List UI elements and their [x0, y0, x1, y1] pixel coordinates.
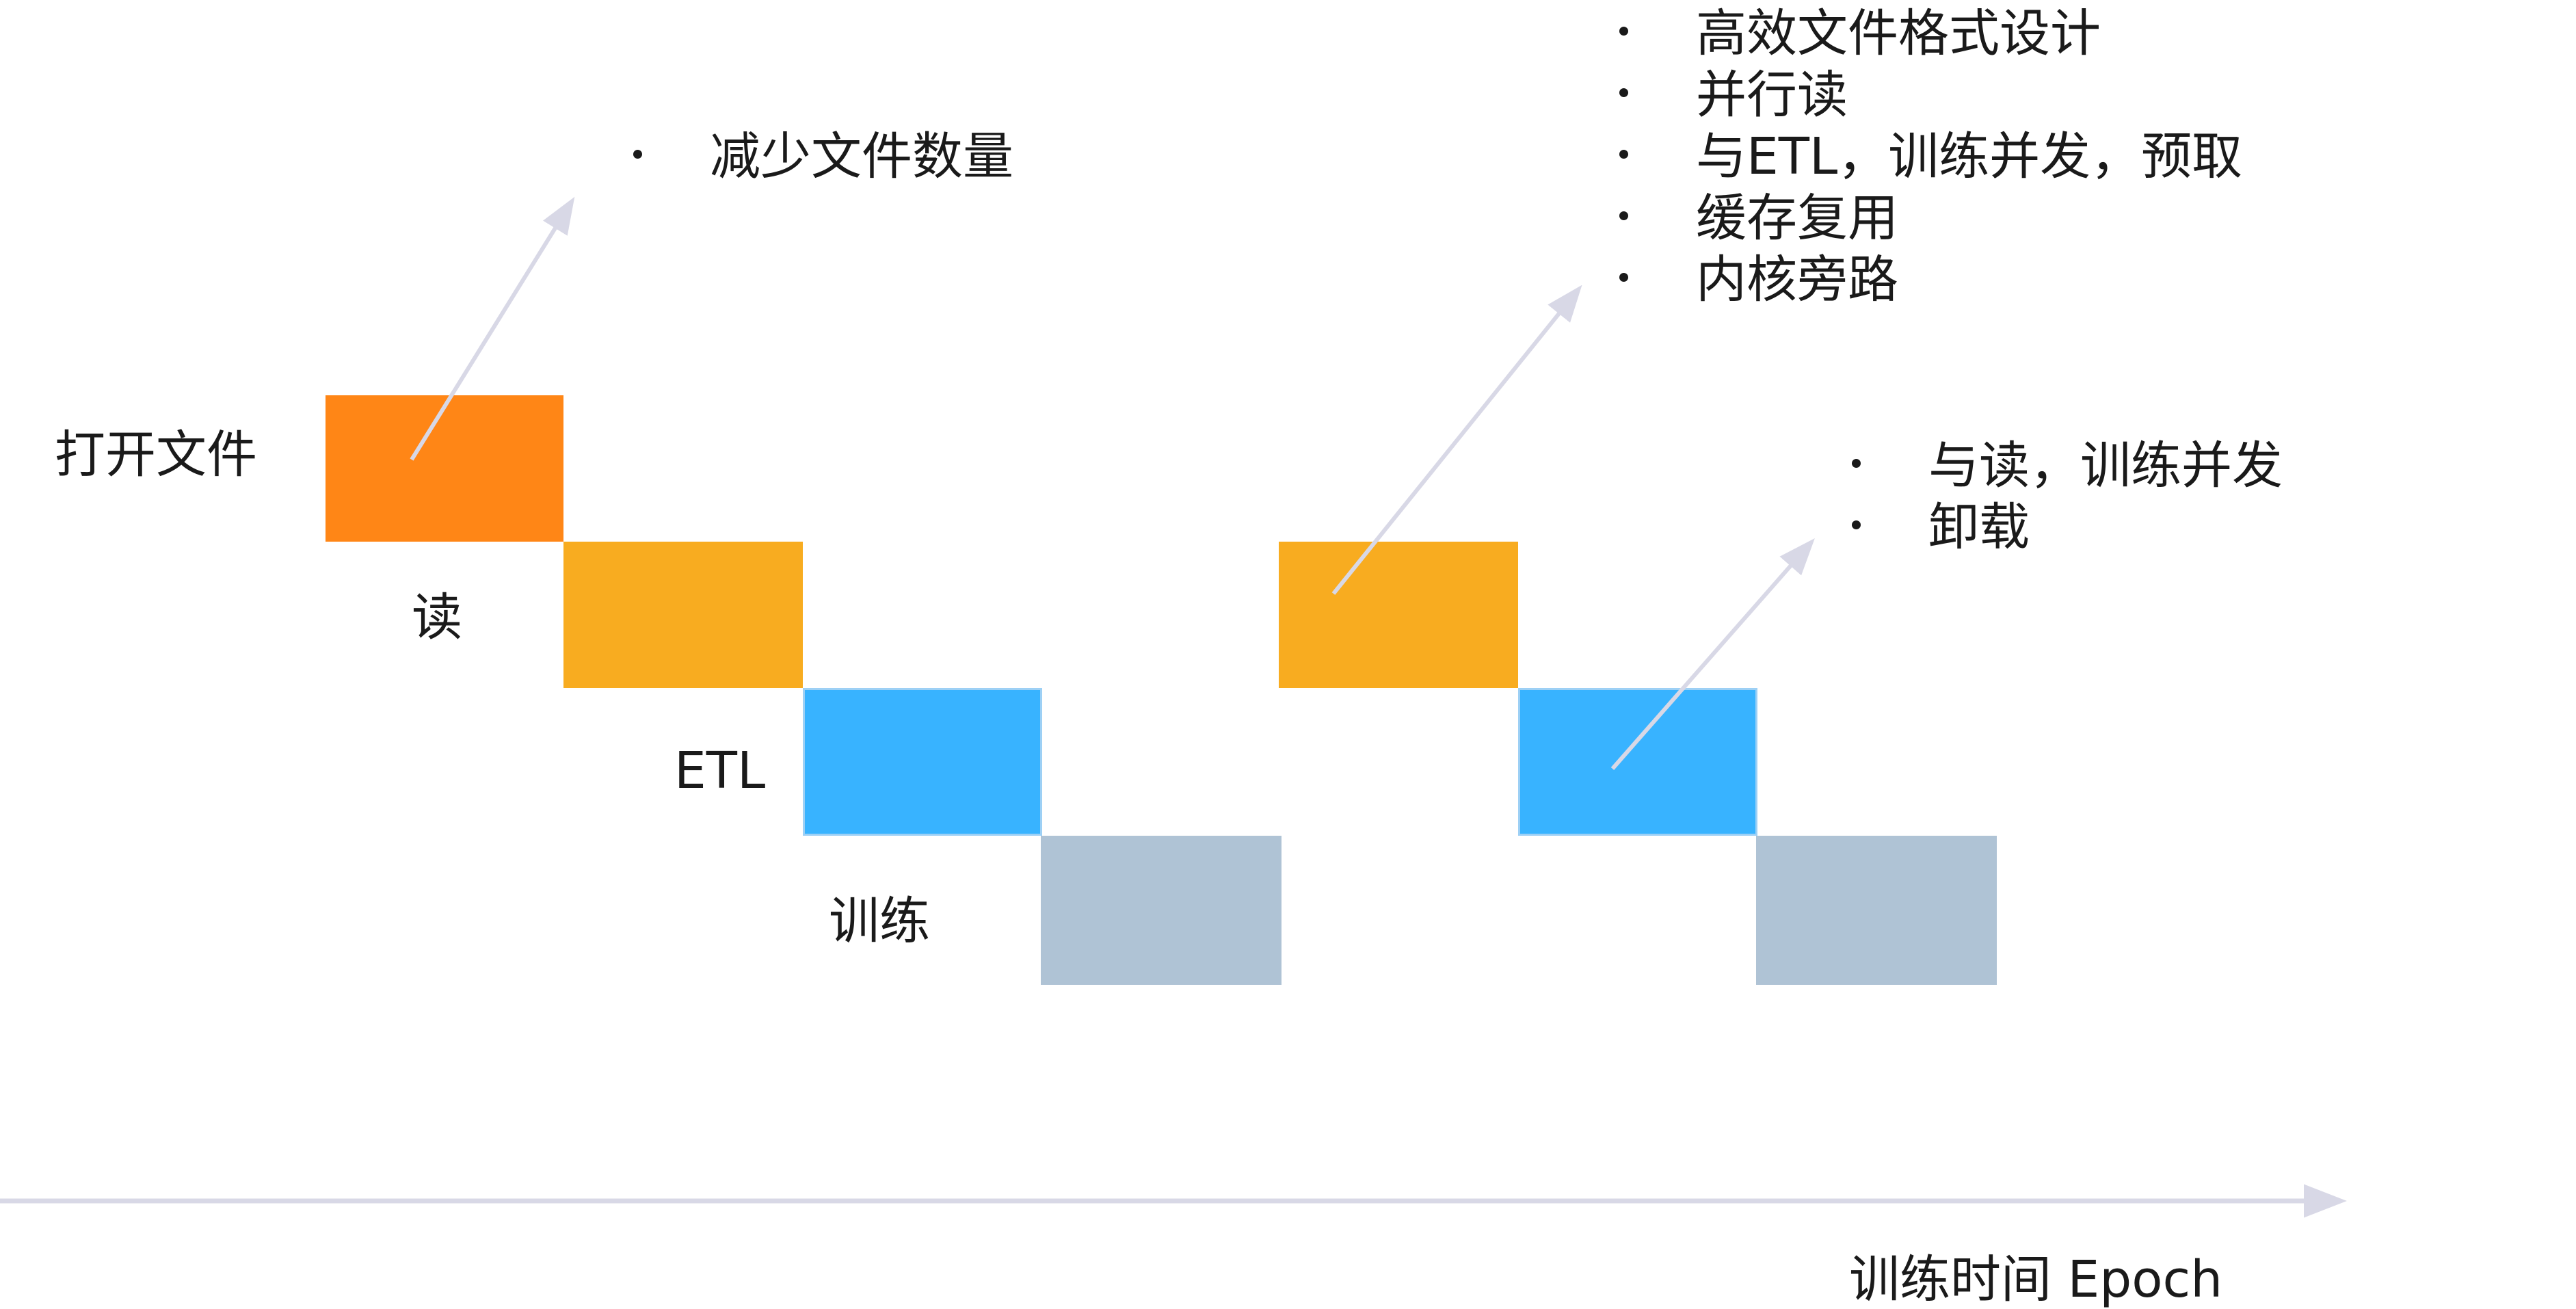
train-block — [1041, 836, 1282, 985]
open-file-block — [326, 395, 563, 542]
etl-block-2 — [1518, 688, 1757, 836]
bullet-dot-icon — [1619, 27, 1628, 36]
read-label: 读 — [412, 588, 462, 647]
etl-block — [803, 688, 1042, 836]
read-block — [563, 542, 803, 688]
bullet-dot-icon — [633, 150, 642, 159]
time-axis-label: 训练时间 Epoch — [1849, 1250, 2223, 1309]
open-file-label: 打开文件 — [55, 425, 257, 484]
bullet-dot-icon — [1619, 211, 1628, 220]
read-block-2 — [1279, 542, 1518, 688]
bullet-dot-icon — [1852, 520, 1861, 529]
bullet-dot-icon — [1619, 88, 1628, 97]
open-file-callout-arrow — [410, 196, 575, 461]
bullet-dot-icon — [1852, 459, 1861, 468]
train-block-2 — [1756, 836, 1997, 985]
train-label: 训练 — [829, 892, 930, 951]
bullet-dot-icon — [1619, 150, 1628, 159]
etl-callout-arrow — [1610, 538, 1815, 770]
bullet-dot-icon — [1619, 273, 1628, 282]
read-callout-arrow — [1331, 285, 1582, 595]
etl-label: ETL — [674, 741, 766, 800]
